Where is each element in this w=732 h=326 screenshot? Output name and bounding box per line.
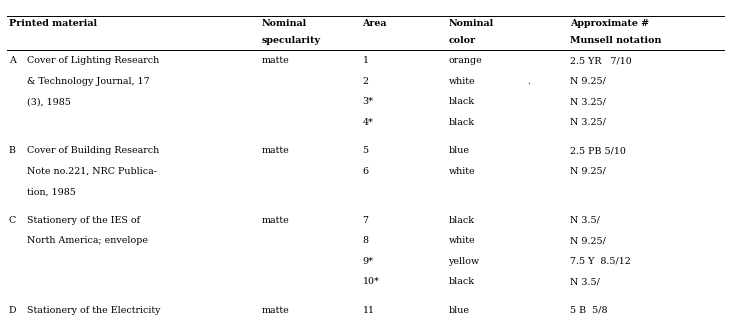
Text: black: black (449, 118, 474, 127)
Text: C: C (9, 216, 16, 225)
Text: (3), 1985: (3), 1985 (27, 97, 71, 106)
Text: matte: matte (262, 306, 290, 315)
Text: 5: 5 (362, 146, 368, 155)
Text: Stationery of the IES of: Stationery of the IES of (27, 216, 141, 225)
Text: 2.5 PB 5/10: 2.5 PB 5/10 (570, 146, 627, 155)
Text: 3*: 3* (362, 97, 373, 106)
Text: N 3.25/: N 3.25/ (570, 118, 606, 127)
Text: Nominal: Nominal (262, 19, 307, 28)
Text: 9*: 9* (362, 257, 373, 266)
Text: white: white (449, 236, 475, 245)
Text: Cover of Lighting Research: Cover of Lighting Research (27, 56, 160, 65)
Text: matte: matte (262, 216, 290, 225)
Text: B: B (9, 146, 16, 155)
Text: N 3.25/: N 3.25/ (570, 97, 606, 106)
Text: 8: 8 (362, 236, 368, 245)
Text: blue: blue (449, 146, 469, 155)
Text: A: A (9, 56, 15, 65)
Text: N 9.25/: N 9.25/ (570, 77, 606, 86)
Text: white: white (449, 77, 475, 86)
Text: N 3.5/: N 3.5/ (570, 277, 600, 287)
Text: 5 B  5/8: 5 B 5/8 (570, 306, 608, 315)
Text: yellow: yellow (449, 257, 479, 266)
Text: white: white (449, 167, 475, 176)
Text: & Technology Journal, 17: & Technology Journal, 17 (27, 77, 150, 86)
Text: 2.5 YR   7/10: 2.5 YR 7/10 (570, 56, 632, 65)
Text: Area: Area (362, 19, 387, 28)
Text: N 9.25/: N 9.25/ (570, 236, 606, 245)
Text: Printed material: Printed material (9, 19, 97, 28)
Text: 10*: 10* (362, 277, 379, 287)
Text: black: black (449, 97, 474, 106)
Text: .: . (527, 77, 531, 86)
Text: specularity: specularity (262, 36, 321, 45)
Text: 7: 7 (362, 216, 368, 225)
Text: 1: 1 (362, 56, 368, 65)
Text: color: color (449, 36, 476, 45)
Text: blue: blue (449, 306, 469, 315)
Text: 7.5 Y  8.5/12: 7.5 Y 8.5/12 (570, 257, 631, 266)
Text: D: D (9, 306, 16, 315)
Text: 11: 11 (362, 306, 374, 315)
Text: 2: 2 (362, 77, 368, 86)
Text: matte: matte (262, 146, 290, 155)
Text: North America; envelope: North America; envelope (27, 236, 149, 245)
Text: Munsell notation: Munsell notation (570, 36, 662, 45)
Text: N 3.5/: N 3.5/ (570, 216, 600, 225)
Text: 6: 6 (362, 167, 368, 176)
Text: Cover of Building Research: Cover of Building Research (27, 146, 160, 155)
Text: Note no.221, NRC Publica-: Note no.221, NRC Publica- (27, 167, 157, 176)
Text: black: black (449, 277, 474, 287)
Text: matte: matte (262, 56, 290, 65)
Text: N 9.25/: N 9.25/ (570, 167, 606, 176)
Text: tion, 1985: tion, 1985 (27, 187, 76, 196)
Text: Stationery of the Electricity: Stationery of the Electricity (27, 306, 161, 315)
Text: Nominal: Nominal (449, 19, 494, 28)
Text: 4*: 4* (362, 118, 373, 127)
Text: Approximate #: Approximate # (570, 19, 649, 28)
Text: black: black (449, 216, 474, 225)
Text: orange: orange (449, 56, 482, 65)
